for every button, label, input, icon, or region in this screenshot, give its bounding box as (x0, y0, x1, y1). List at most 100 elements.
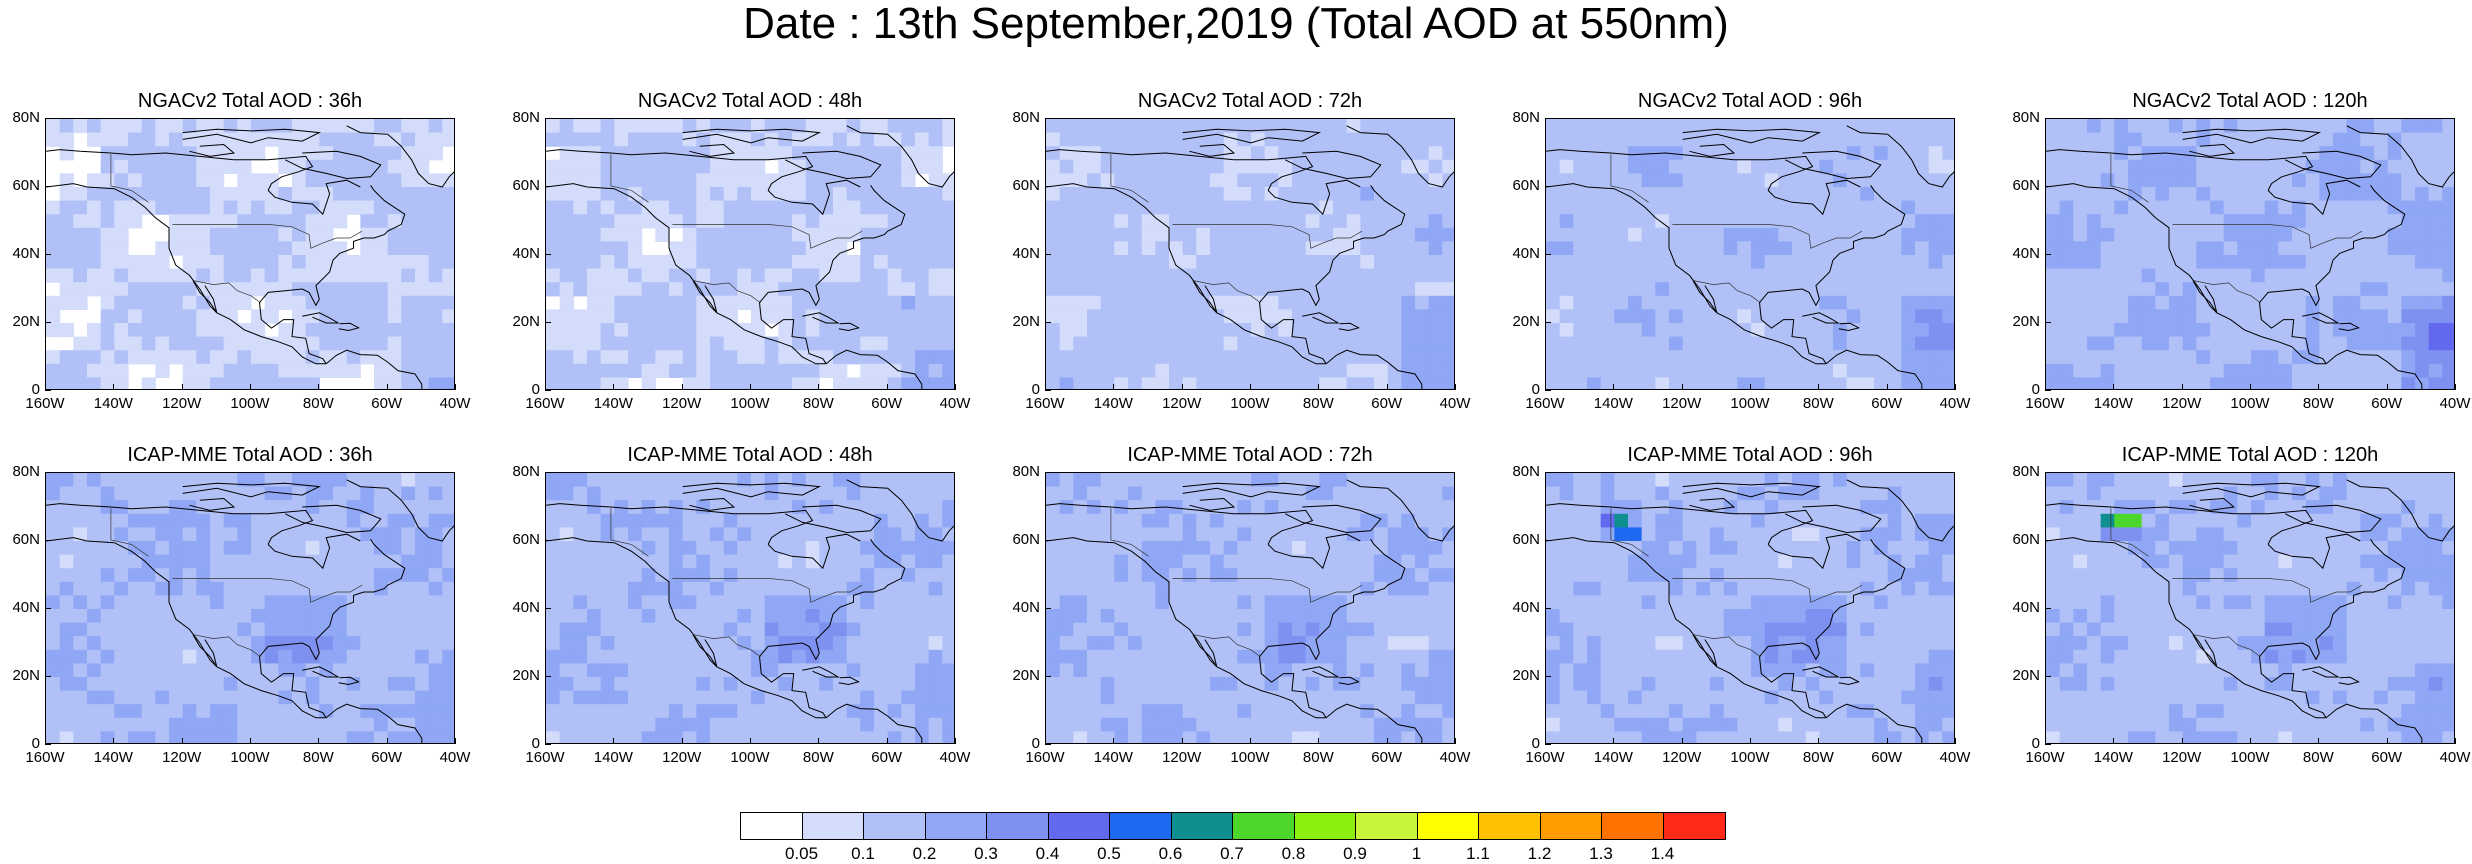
lat-tick-label: 20N (1502, 668, 1540, 684)
lon-tick-mark (2182, 738, 2183, 744)
lon-tick-label: 40W (2430, 750, 2472, 766)
lat-tick-label: 20N (1002, 668, 1040, 684)
colorbar-swatch (1418, 813, 1480, 839)
lat-tick-mark (2045, 254, 2051, 255)
lon-tick-label: 60W (1862, 750, 1912, 766)
lon-tick-mark (1182, 384, 1183, 390)
lon-tick-label: 80W (2293, 396, 2343, 412)
lat-tick-mark (2045, 186, 2051, 187)
lon-tick-mark (545, 384, 546, 390)
lon-tick-mark (1955, 738, 1956, 744)
lat-tick-label: 40N (1002, 600, 1040, 616)
lon-tick-mark (750, 738, 751, 744)
lat-tick-mark (1045, 390, 1051, 391)
lat-tick-mark (1545, 254, 1551, 255)
lon-tick-label: 80W (1793, 750, 1843, 766)
lat-tick-label: 80N (1002, 464, 1040, 480)
lat-tick-label: 60N (1502, 532, 1540, 548)
lat-tick-mark (545, 744, 551, 745)
lat-tick-label: 20N (1502, 314, 1540, 330)
lat-tick-mark (1045, 472, 1051, 473)
colorbar-swatch (1295, 813, 1357, 839)
lon-tick-label: 60W (362, 396, 412, 412)
lon-tick-label: 40W (2430, 396, 2472, 412)
lat-tick-mark (2045, 540, 2051, 541)
lon-tick-label: 100W (1225, 396, 1275, 412)
colorbar-label: 1.4 (1638, 844, 1688, 864)
lat-tick-label: 80N (502, 464, 540, 480)
lat-tick-mark (2045, 676, 2051, 677)
lat-tick-mark (1045, 118, 1051, 119)
lon-tick-mark (818, 384, 819, 390)
lon-tick-label: 160W (20, 750, 70, 766)
colorbar-label: 0.2 (900, 844, 950, 864)
lat-tick-label: 40N (1502, 246, 1540, 262)
lon-tick-label: 120W (1157, 396, 1207, 412)
lon-tick-mark (2455, 384, 2456, 390)
panel-title: ICAP-MME Total AOD : 36h (0, 444, 500, 466)
lon-tick-mark (1750, 738, 1751, 744)
lon-tick-label: 120W (1657, 396, 1707, 412)
lon-tick-mark (682, 384, 683, 390)
lat-tick-mark (1545, 608, 1551, 609)
lon-tick-label: 160W (1020, 396, 1070, 412)
colorbar-label: 0.8 (1269, 844, 1319, 864)
lon-tick-label: 120W (1157, 750, 1207, 766)
lon-tick-label: 120W (157, 396, 207, 412)
lon-tick-mark (250, 384, 251, 390)
colorbar-swatch (926, 813, 988, 839)
lat-tick-mark (1045, 254, 1051, 255)
lon-tick-mark (1750, 384, 1751, 390)
lat-tick-label: 60N (1502, 178, 1540, 194)
lon-tick-label: 40W (430, 396, 480, 412)
lon-tick-label: 60W (862, 396, 912, 412)
lon-tick-mark (182, 384, 183, 390)
lat-tick-mark (545, 540, 551, 541)
lon-tick-mark (2318, 384, 2319, 390)
lat-tick-mark (2045, 322, 2051, 323)
lon-tick-mark (818, 738, 819, 744)
lon-tick-label: 160W (20, 396, 70, 412)
lat-tick-mark (45, 254, 51, 255)
lat-tick-mark (545, 186, 551, 187)
map-plot-area (1545, 118, 1955, 390)
lat-tick-label: 80N (1002, 110, 1040, 126)
lon-tick-mark (2455, 738, 2456, 744)
map-plot-area (2045, 118, 2455, 390)
lat-tick-label: 60N (502, 178, 540, 194)
lon-tick-label: 120W (2157, 396, 2207, 412)
lat-tick-mark (545, 254, 551, 255)
lat-tick-mark (1545, 744, 1551, 745)
lon-tick-label: 160W (1520, 396, 1570, 412)
lat-tick-mark (45, 322, 51, 323)
colorbar-label: 1 (1392, 844, 1442, 864)
lat-tick-label: 80N (2002, 110, 2040, 126)
panel-title: ICAP-MME Total AOD : 96h (1500, 444, 2000, 466)
lat-tick-mark (45, 390, 51, 391)
lon-tick-label: 140W (2088, 396, 2138, 412)
map-plot-area (545, 118, 955, 390)
lon-tick-mark (1955, 384, 1956, 390)
colorbar-label: 0.6 (1146, 844, 1196, 864)
lat-tick-mark (45, 472, 51, 473)
colorbar-swatch (1110, 813, 1172, 839)
lon-tick-mark (955, 738, 956, 744)
lat-tick-label: 20N (2, 668, 40, 684)
lat-tick-mark (45, 118, 51, 119)
lon-tick-label: 160W (1020, 750, 1070, 766)
colorbar-label: 0.5 (1084, 844, 1134, 864)
lon-tick-label: 80W (1293, 396, 1343, 412)
lat-tick-mark (1545, 186, 1551, 187)
colorbar-swatch (1664, 813, 1726, 839)
lon-tick-mark (682, 738, 683, 744)
lon-tick-label: 100W (2225, 750, 2275, 766)
colorbar-swatch (1172, 813, 1234, 839)
lon-tick-label: 40W (930, 750, 980, 766)
lon-tick-mark (887, 738, 888, 744)
panel-title: NGACv2 Total AOD : 48h (500, 90, 1000, 112)
lat-tick-mark (1045, 540, 1051, 541)
lat-tick-mark (1045, 186, 1051, 187)
lon-tick-mark (955, 384, 956, 390)
lon-tick-mark (455, 738, 456, 744)
lon-tick-mark (1387, 384, 1388, 390)
